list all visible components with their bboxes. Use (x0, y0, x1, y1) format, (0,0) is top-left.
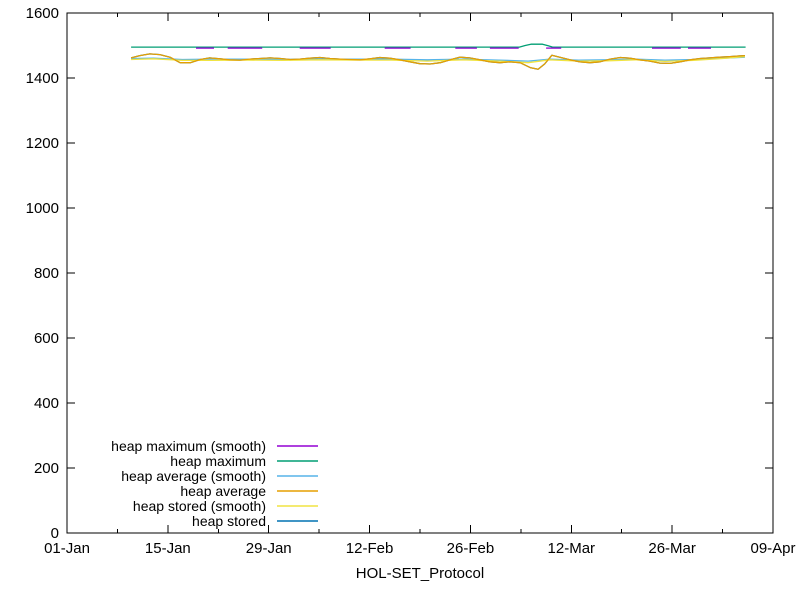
legend-label: heap stored (192, 513, 266, 529)
y-tick-label: 1000 (26, 200, 59, 217)
series-heap-average (130, 53, 745, 70)
y-tick-label: 1400 (26, 70, 59, 87)
x-tick-label: 29-Jan (246, 540, 292, 557)
x-tick-label: 26-Mar (648, 540, 696, 557)
y-tick-label: 600 (34, 330, 59, 347)
x-axis-title: HOL-SET_Protocol (356, 565, 484, 582)
y-tick-label: 800 (34, 265, 59, 282)
x-tick-label: 26-Feb (447, 540, 495, 557)
legend-item: heap average (smooth) (121, 468, 318, 484)
series-heap-stored-smooth- (131, 55, 745, 64)
legend-label: heap average (smooth) (121, 468, 266, 484)
y-tick-label: 0 (51, 525, 59, 542)
y-tick-label: 200 (34, 460, 59, 477)
legend: heap maximum (smooth) heap maximum heap … (111, 438, 318, 529)
legend-label: heap maximum (smooth) (111, 438, 266, 454)
x-tick-label: 12-Mar (548, 540, 596, 557)
x-tick-label: 12-Feb (346, 540, 394, 557)
legend-item: heap maximum (170, 453, 318, 469)
y-tick-label: 1200 (26, 135, 59, 152)
legend-item: heap stored (smooth) (133, 498, 318, 514)
legend-item: heap average (180, 483, 318, 499)
x-tick-label: 09-Apr (750, 540, 795, 557)
x-tick-label: 01-Jan (44, 540, 90, 557)
x-tick-label: 15-Jan (145, 540, 191, 557)
series-heap-maximum (131, 43, 746, 48)
y-tick-label: 1600 (26, 5, 59, 22)
legend-label: heap average (180, 483, 266, 499)
legend-label: heap stored (smooth) (133, 498, 266, 514)
legend-item: heap stored (192, 513, 318, 529)
legend-item: heap maximum (smooth) (111, 438, 318, 454)
y-tick-label: 400 (34, 395, 59, 412)
legend-label: heap maximum (170, 453, 266, 469)
